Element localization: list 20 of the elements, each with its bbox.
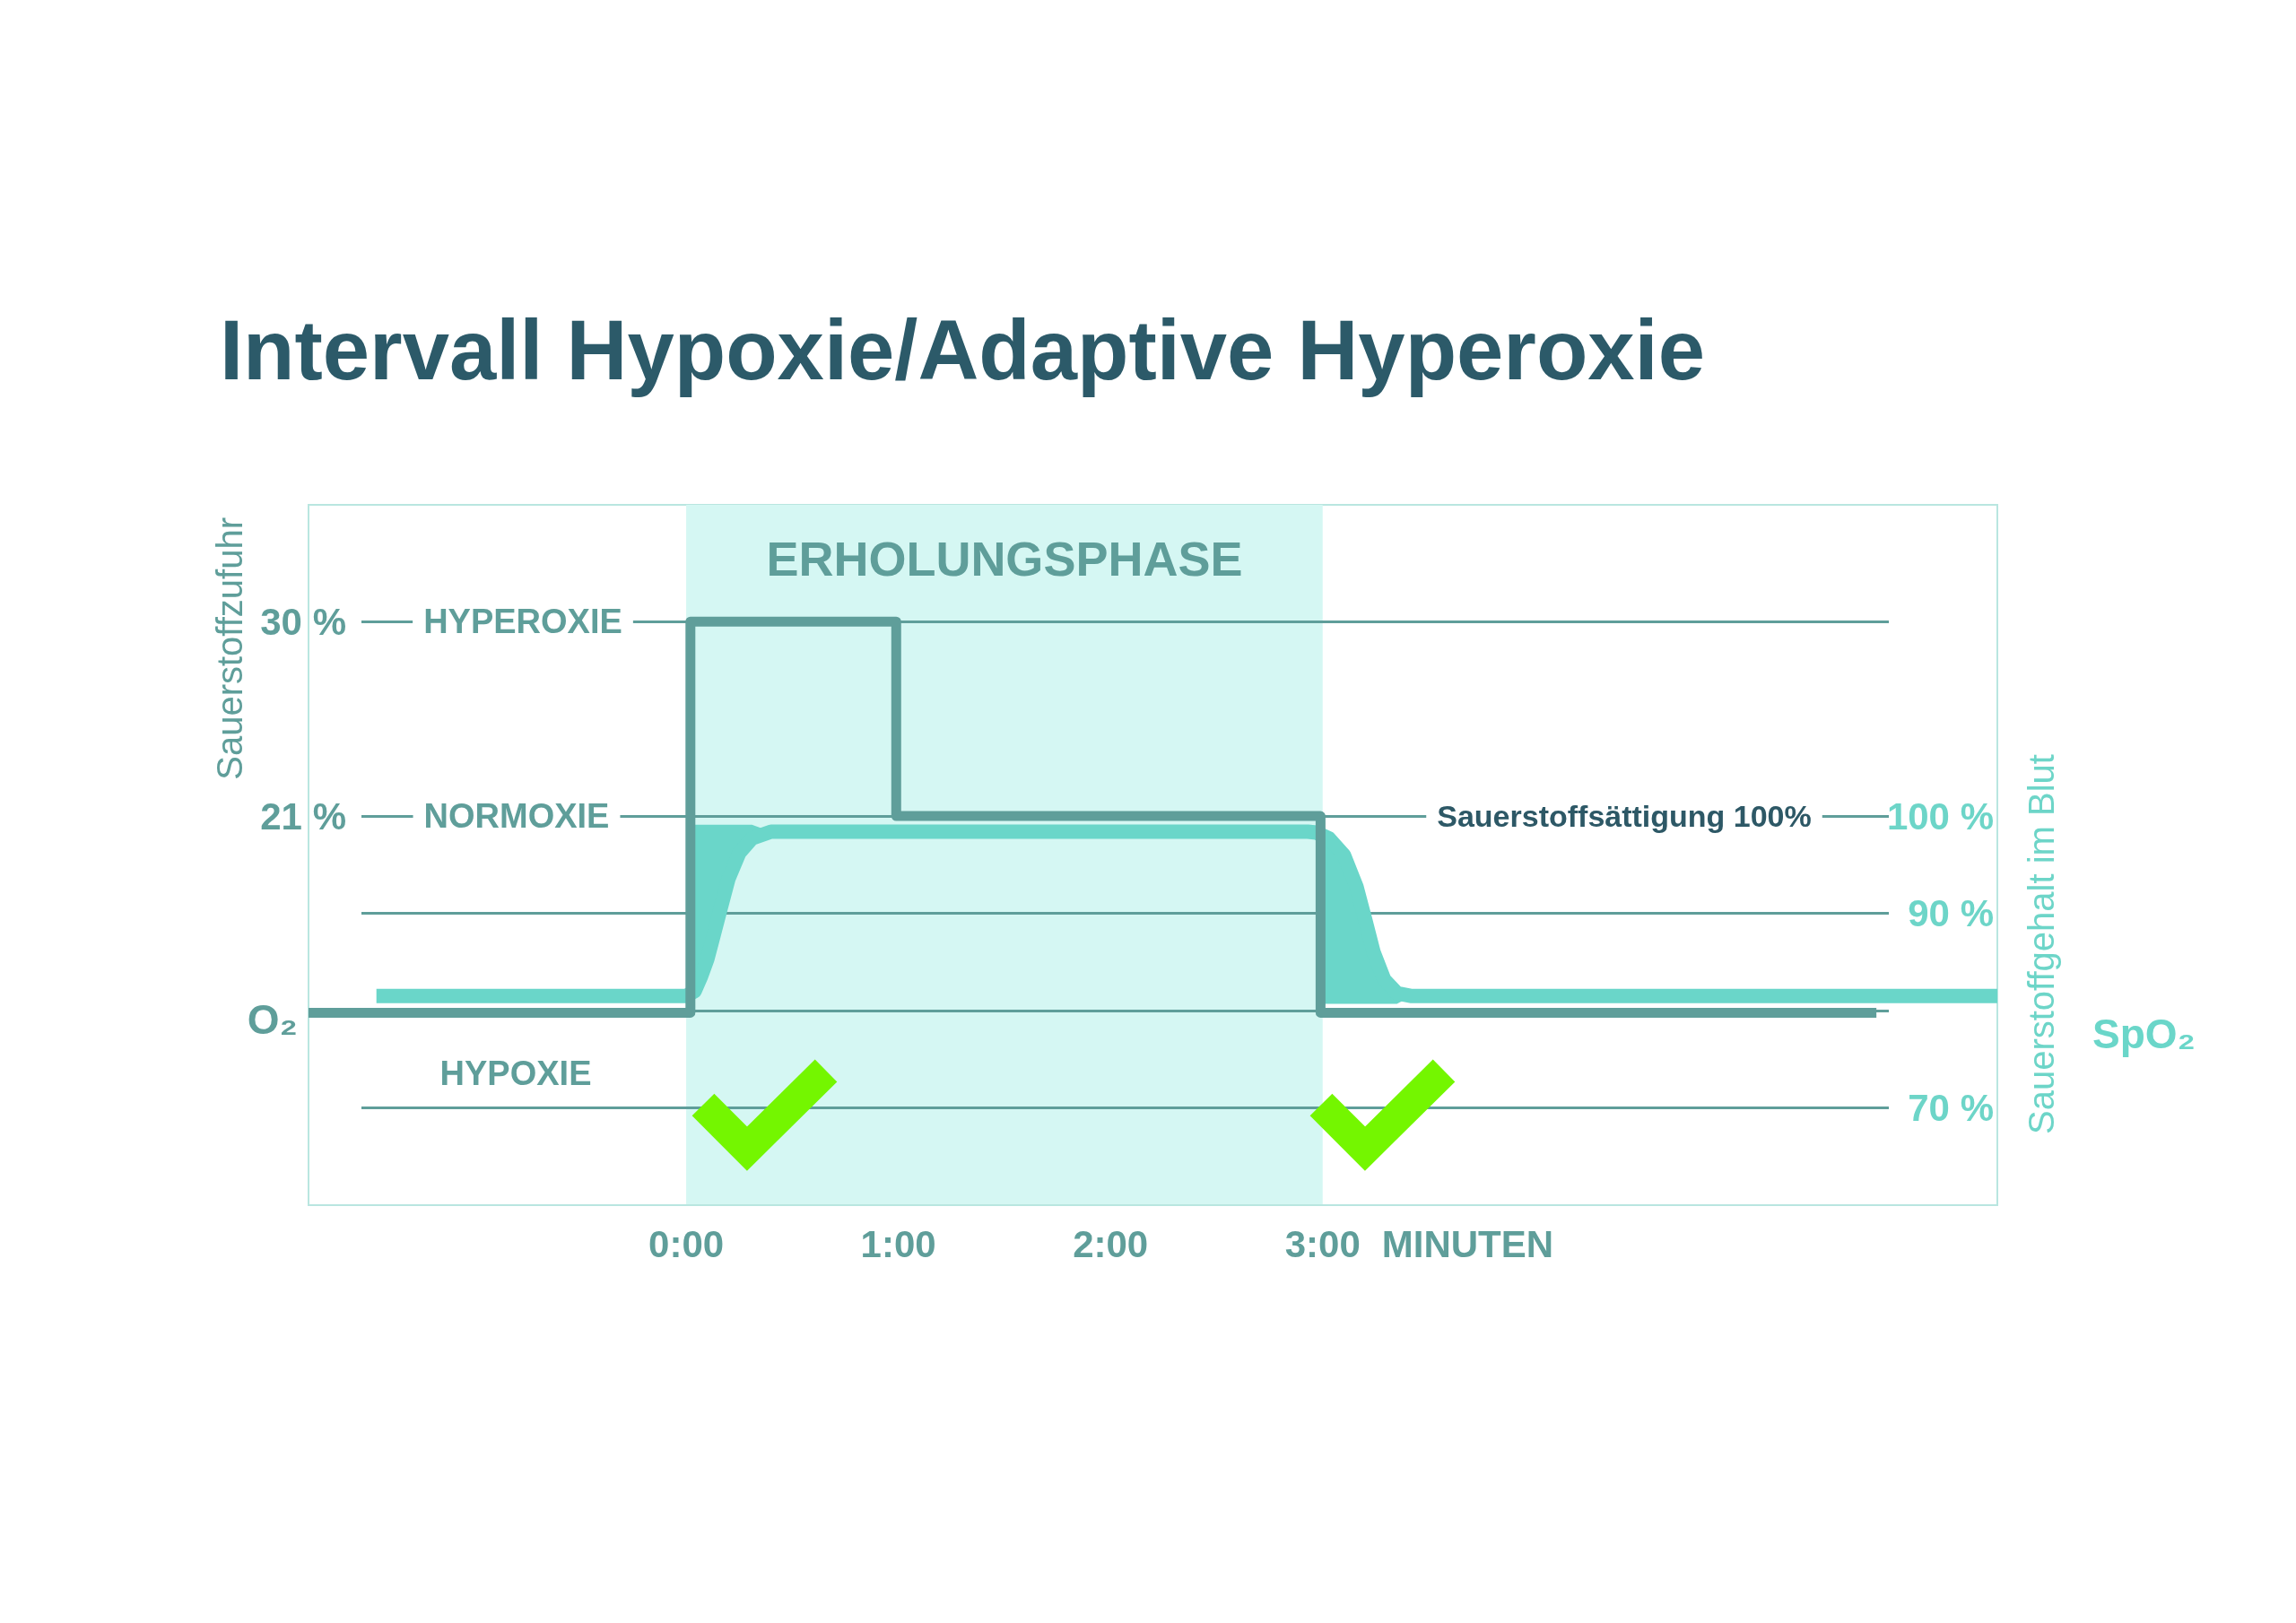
y2-tick-label: 90 % (1908, 892, 1994, 935)
x-axis-title: MINUTEN (1381, 1222, 1554, 1265)
annotation: Sauerstoffsättigung 100% (1437, 799, 1812, 833)
annotation: HYPOXIE (439, 1055, 592, 1092)
x-tick-label: 1:00 (860, 1222, 936, 1265)
y2-axis-title: Sauerstoffgehalt im Blut (2022, 754, 2061, 1134)
y-axis-title: Sauerstoffzufuhr (210, 517, 249, 780)
x-tick-label: 2:00 (1073, 1222, 1149, 1265)
x-tick-label: 0:00 (648, 1222, 725, 1265)
y-tick-label: 30 % (260, 600, 346, 643)
y2-tick-label: 100 % (1886, 794, 1994, 838)
y2-tick-label: 70 % (1908, 1087, 1994, 1130)
text: SpO₂ (2092, 1010, 2196, 1057)
annotation: NORMOXIE (423, 797, 610, 835)
x-tick-label: 3:00 (1284, 1222, 1361, 1265)
series-label: O₂ (247, 996, 298, 1044)
chart-title: Intervall Hypoxie/Adaptive Hyperoxie (220, 302, 1706, 397)
band-label: ERHOLUNGSPHASE (766, 532, 1243, 586)
annotation: HYPEROXIE (423, 603, 622, 640)
y-tick-label: 21 % (260, 794, 346, 838)
